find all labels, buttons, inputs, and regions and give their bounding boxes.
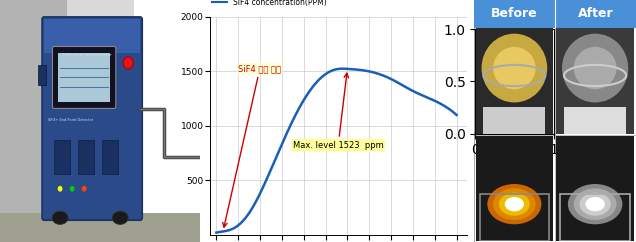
FancyBboxPatch shape bbox=[42, 17, 142, 220]
Text: Max. level 1523  ppm: Max. level 1523 ppm bbox=[293, 73, 384, 150]
Circle shape bbox=[82, 186, 86, 192]
Ellipse shape bbox=[499, 193, 530, 216]
Bar bbox=[38, 65, 46, 85]
Bar bbox=[102, 140, 118, 174]
Ellipse shape bbox=[579, 193, 611, 216]
Circle shape bbox=[58, 186, 62, 192]
Bar bbox=[480, 194, 549, 241]
Circle shape bbox=[123, 57, 133, 69]
Ellipse shape bbox=[52, 211, 68, 225]
Bar bbox=[54, 140, 70, 174]
Ellipse shape bbox=[487, 184, 541, 224]
Ellipse shape bbox=[493, 47, 536, 89]
Ellipse shape bbox=[493, 188, 536, 220]
Bar bbox=[78, 140, 94, 174]
Bar bbox=[560, 194, 630, 241]
Bar bbox=[483, 107, 545, 134]
Text: SiF4+ End Point Detector: SiF4+ End Point Detector bbox=[48, 118, 93, 122]
FancyBboxPatch shape bbox=[53, 46, 116, 108]
Ellipse shape bbox=[585, 197, 605, 211]
Ellipse shape bbox=[562, 34, 628, 102]
Legend: SiF4 concentration(PPM): SiF4 concentration(PPM) bbox=[209, 0, 330, 10]
Ellipse shape bbox=[574, 188, 616, 220]
Ellipse shape bbox=[505, 197, 524, 211]
Text: SiF4 검출 시작: SiF4 검출 시작 bbox=[223, 64, 281, 227]
Circle shape bbox=[70, 186, 74, 192]
Bar bbox=[44, 19, 140, 53]
Ellipse shape bbox=[574, 47, 616, 89]
Bar bbox=[0, 213, 200, 242]
Bar bbox=[564, 107, 626, 134]
Ellipse shape bbox=[112, 211, 128, 225]
Text: SiF4+ End Point Detector: SiF4+ End Point Detector bbox=[62, 53, 112, 57]
Ellipse shape bbox=[481, 34, 547, 102]
Text: Before: Before bbox=[491, 8, 537, 20]
Bar bbox=[474, 0, 636, 28]
Text: After: After bbox=[577, 8, 613, 20]
Bar bbox=[58, 53, 110, 102]
Ellipse shape bbox=[568, 184, 623, 224]
